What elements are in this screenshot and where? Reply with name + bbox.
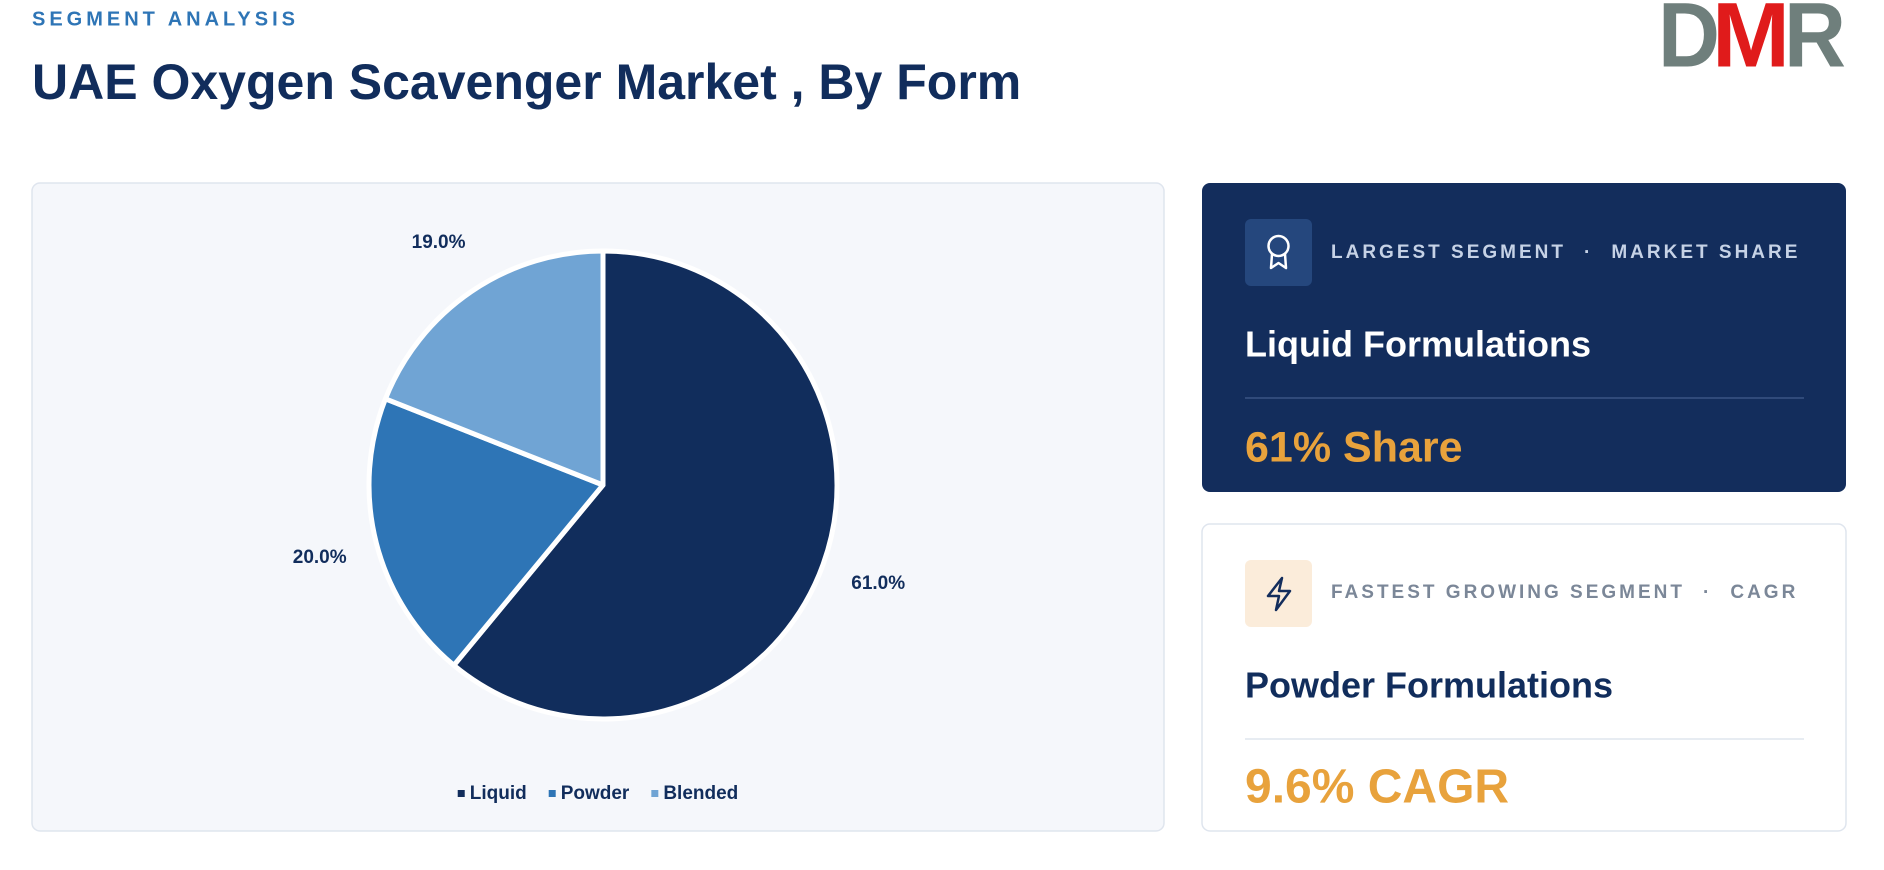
card-label-part: FASTEST GROWING SEGMENT — [1331, 582, 1685, 603]
icon-box — [1245, 560, 1312, 627]
pie-slice — [382, 248, 606, 488]
logo-letter: M — [1712, 0, 1790, 86]
data-label: 19.0% — [412, 232, 466, 253]
card-label: FASTEST GROWING SEGMENT · CAGR — [1331, 582, 1798, 603]
legend-swatch — [457, 790, 465, 797]
legend-label: Blended — [663, 783, 738, 804]
legend-swatch — [651, 790, 659, 797]
card-separator: · — [1584, 242, 1593, 263]
icon-box — [1245, 219, 1312, 286]
card-value: 61% Share — [1245, 423, 1463, 471]
card-segment: Liquid Formulations — [1245, 324, 1591, 365]
data-label: 20.0% — [293, 547, 347, 568]
data-label: 61.0% — [851, 573, 905, 594]
legend: Liquid Powder Blended — [457, 783, 738, 804]
pie-slice — [366, 396, 606, 668]
card-metric: MARKET SHARE — [1611, 242, 1800, 263]
logo-letter: D — [1658, 0, 1720, 86]
card — [1201, 523, 1847, 832]
eyebrow: SEGMENT ANALYSIS — [32, 8, 299, 30]
card-metric: CAGR — [1730, 582, 1798, 603]
legend-swatch — [548, 790, 556, 797]
card-separator: · — [1703, 582, 1712, 603]
award-icon — [1267, 234, 1290, 270]
bolt-icon — [1266, 576, 1292, 612]
card-value: 9.6% CAGR — [1245, 761, 1509, 814]
card — [1202, 183, 1846, 492]
page-title: UAE Oxygen Scavenger Market , By Form — [32, 54, 1021, 110]
logo: D M R — [1658, 0, 1846, 86]
card-label: LARGEST SEGMENT · MARKET SHARE — [1331, 242, 1800, 263]
legend-label: Powder — [561, 783, 630, 804]
card-label-part: LARGEST SEGMENT — [1331, 242, 1566, 263]
pie-slice — [451, 248, 840, 722]
pie: 61.0% 20.0% 19.0% — [293, 232, 905, 722]
card-segment: Powder Formulations — [1245, 665, 1613, 706]
legend-label: Liquid — [470, 783, 527, 804]
logo-letter: R — [1784, 0, 1846, 86]
